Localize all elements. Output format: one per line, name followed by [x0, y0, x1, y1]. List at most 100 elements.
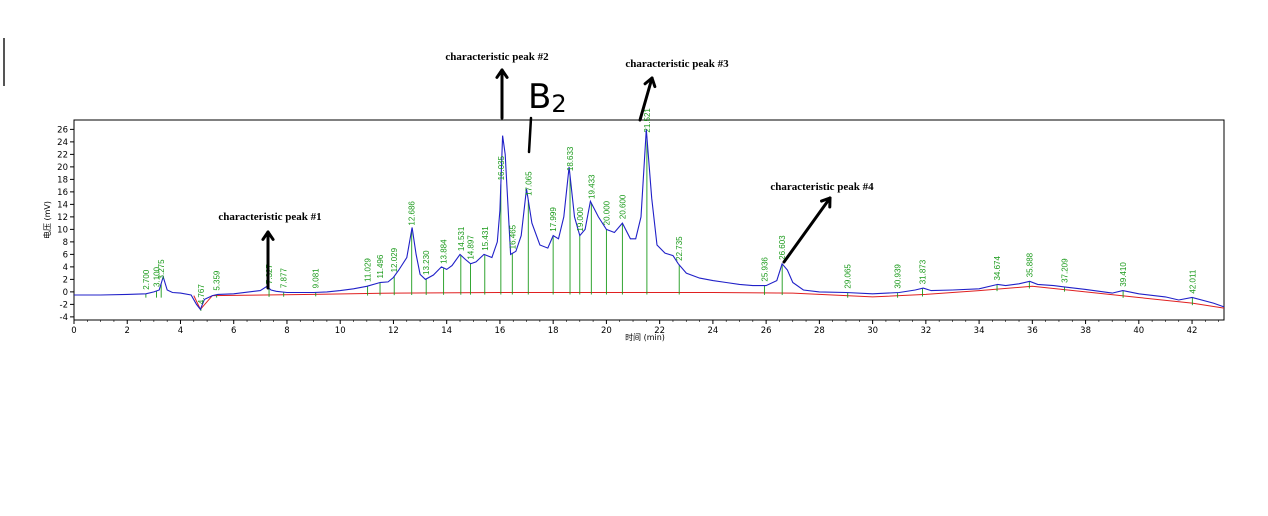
peak-label: 30.939	[894, 264, 903, 289]
peak-label: 7.327	[265, 264, 274, 285]
x-tick-label: 26	[761, 326, 772, 336]
x-tick-label: 12	[388, 326, 399, 336]
peak-label: 20.000	[602, 200, 611, 225]
characteristic-peak-label: characteristic peak #4	[770, 181, 874, 193]
baseline-trace	[193, 285, 1225, 311]
peak-label: 5.359	[213, 270, 222, 291]
annotation-arrow-head	[643, 76, 657, 89]
peak-label: 11.029	[364, 258, 373, 282]
annotation-arrow-shaft	[782, 196, 832, 264]
peak-label: 2.700	[142, 269, 151, 290]
x-axis-title: 时间 (min)	[625, 332, 665, 342]
baseline-layer	[193, 285, 1225, 311]
peak-label: 42.011	[1188, 269, 1197, 293]
handwritten-b2-label: B2	[528, 77, 567, 118]
peak-label: 12.029	[390, 247, 399, 272]
peak-label: 12.686	[408, 201, 417, 226]
x-tick-label: 4	[178, 326, 183, 336]
peak-label: 4.767	[197, 284, 206, 305]
x-tick-label: 20	[601, 326, 612, 336]
y-tick-label: 2	[63, 275, 68, 285]
annotation-arrow-shaft	[638, 76, 654, 122]
x-tick-label: 8	[284, 326, 289, 336]
peak-label: 22.735	[675, 236, 684, 261]
x-tick-label: 6	[231, 326, 236, 336]
peak-label: 21.521	[643, 108, 652, 133]
peak-label: 16.465	[508, 224, 517, 249]
y-axis-title: 电压 (mV)	[42, 201, 52, 239]
y-tick-label: 4	[63, 263, 68, 273]
peak-label: 11.496	[376, 254, 385, 278]
x-tick-label: 24	[707, 326, 718, 336]
peak-label: 26.603	[778, 235, 787, 260]
y-tick-label: 0	[63, 288, 68, 298]
characteristic-peak-label: characteristic peak #1	[218, 211, 321, 223]
characteristic-peak-label: characteristic peak #2	[445, 51, 549, 63]
y-tick-label: -2	[60, 300, 68, 310]
peak-label: 13.230	[422, 250, 431, 275]
y-tick-label: 14	[57, 200, 68, 210]
x-tick-label: 22	[654, 326, 665, 336]
peak-label: 18.633	[566, 146, 575, 171]
annotation-arrow-head	[820, 196, 832, 209]
peak-label: 14.897	[467, 235, 476, 260]
y-tick-label: 18	[57, 175, 68, 185]
annotation-arrow-head	[495, 68, 509, 79]
annotation-arrow-head	[261, 230, 275, 241]
peak-label: 9.081	[312, 268, 321, 289]
peak-label: 20.600	[618, 194, 627, 219]
y-tick-label: 8	[63, 238, 68, 248]
annotation-layer: characteristic peak #1 characteristic pea…	[218, 51, 874, 290]
y-tick-label: 10	[57, 225, 68, 235]
peak-label: 34.674	[993, 256, 1002, 281]
x-tick-label: 42	[1187, 326, 1198, 336]
peak-label: 19.433	[587, 174, 596, 199]
x-tick-label: 38	[1080, 326, 1091, 336]
x-tick-label: 14	[441, 326, 452, 336]
peak-label: 39.410	[1119, 262, 1128, 287]
peak-label: 19.000	[576, 207, 585, 232]
y-tick-label: 20	[57, 163, 68, 173]
axis-layer: 0 2 4 6 8 10 12 14 16 18 20 22 24 26 28 30 32 34 36 38 40 42-…	[57, 125, 1219, 336]
x-tick-label: 18	[548, 326, 559, 336]
peak-label: 25.936	[760, 257, 769, 282]
y-tick-label: -4	[60, 313, 68, 323]
x-tick-label: 34	[974, 326, 985, 336]
peak-label: 3.275	[157, 259, 166, 280]
signal-layer	[74, 129, 1225, 311]
y-tick-label: 22	[57, 150, 68, 160]
plot-frame	[73, 119, 1225, 321]
x-tick-label: 40	[1133, 326, 1144, 336]
peak-label: 37.209	[1061, 258, 1070, 283]
y-tick-label: 12	[57, 213, 68, 223]
x-tick-label: 10	[335, 326, 346, 336]
peak-label: 13.884	[440, 239, 449, 264]
x-tick-label: 2	[125, 326, 130, 336]
handwritten-b2-pointer	[527, 116, 533, 154]
y-tick-label: 24	[57, 138, 68, 148]
peak-label: 16.035	[497, 155, 506, 180]
peak-label: 29.065	[844, 264, 853, 289]
y-tick-label: 16	[57, 188, 68, 198]
peak-label: 3.100	[153, 266, 162, 287]
signal-trace	[74, 129, 1225, 311]
x-tick-label: 30	[867, 326, 878, 336]
peak-label: 35.888	[1025, 252, 1034, 277]
peak-label: 31.873	[918, 259, 927, 284]
x-tick-label: 0	[71, 326, 76, 336]
x-tick-label: 28	[814, 326, 825, 336]
peak-marker-layer	[145, 136, 1193, 311]
y-tick-label: 6	[63, 250, 68, 260]
x-tick-label: 16	[495, 326, 506, 336]
peak-label: 17.999	[549, 207, 558, 232]
peak-label: 14.531	[457, 226, 466, 251]
characteristic-peak-label: characteristic peak #3	[625, 58, 729, 70]
peak-label: 17.065	[524, 171, 533, 196]
y-tick-label: 26	[57, 125, 68, 135]
peak-label: 7.877	[280, 268, 289, 289]
x-tick-label: 36	[1027, 326, 1038, 336]
x-tick-label: 32	[920, 326, 931, 336]
left-edge-mark	[0, 38, 5, 86]
peak-label: 15.431	[481, 226, 490, 251]
